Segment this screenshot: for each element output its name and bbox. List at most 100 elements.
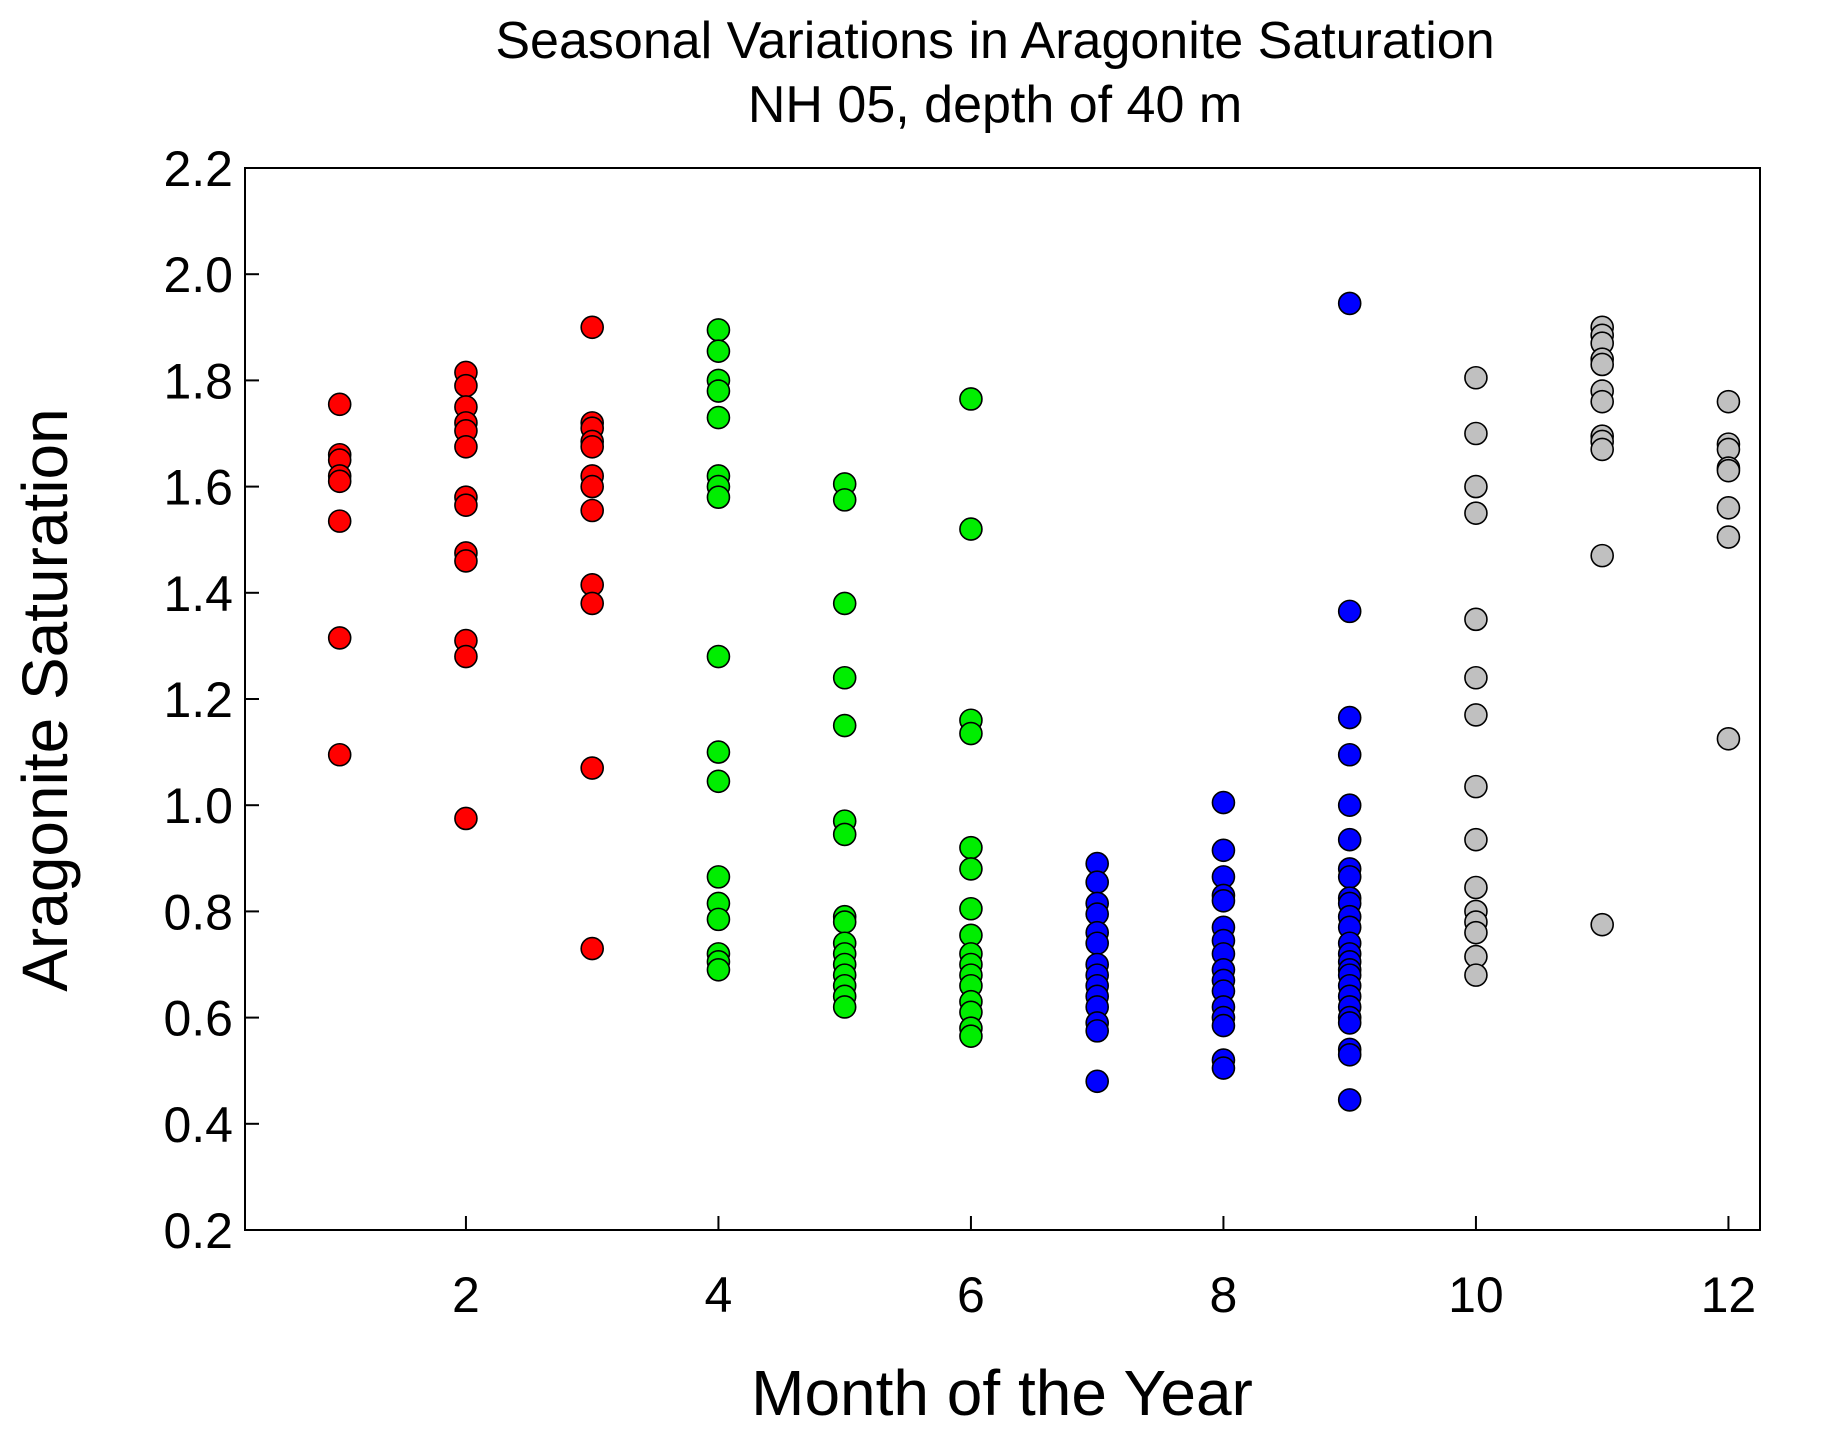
data-point	[1337, 865, 1362, 889]
y-tick-label: 0.4	[163, 1097, 233, 1153]
data-point	[706, 769, 731, 794]
data-point	[1085, 1069, 1109, 1094]
data-point	[454, 644, 478, 669]
data-point	[1716, 458, 1741, 483]
y-tick-label: 1.4	[163, 566, 233, 622]
x-axis-label: Month of the Year	[751, 1357, 1253, 1429]
x-tick-label: 10	[1448, 1267, 1504, 1323]
data-point	[454, 373, 478, 398]
chart-title: Seasonal Variations in Aragonite Saturat…	[495, 12, 1494, 70]
data-point	[1337, 599, 1362, 624]
data-point	[1464, 920, 1488, 945]
data-point	[1716, 525, 1741, 549]
data-point	[580, 474, 604, 499]
data-point	[1464, 607, 1488, 632]
data-point	[1337, 742, 1362, 767]
y-tick-label: 0.2	[163, 1203, 233, 1259]
data-point	[327, 469, 352, 494]
data-point	[454, 806, 478, 831]
data-point	[1337, 1042, 1362, 1067]
data-point	[959, 857, 983, 881]
data-point	[580, 498, 604, 523]
data-point	[1716, 389, 1741, 414]
data-point	[706, 339, 731, 363]
data-point	[1337, 1011, 1362, 1035]
data-point	[454, 434, 478, 459]
data-point	[1464, 703, 1488, 727]
data-point	[327, 509, 352, 533]
data-point	[327, 626, 352, 650]
y-tick-label: 2.2	[163, 141, 233, 197]
data-point	[580, 756, 604, 780]
data-point	[959, 517, 983, 541]
plot-frame	[244, 167, 1761, 1231]
data-point	[832, 822, 857, 847]
data-point	[832, 910, 857, 934]
data-point	[1337, 705, 1362, 730]
data-point	[706, 644, 731, 669]
y-tick-label: 1.6	[163, 460, 233, 516]
data-point	[959, 1024, 983, 1048]
x-tick-label: 8	[1210, 1267, 1238, 1323]
x-tick-label: 2	[452, 1267, 480, 1323]
data-point	[1464, 963, 1488, 987]
data-point	[706, 485, 731, 510]
x-axis: 2 4 6 8 10 12	[452, 1216, 1756, 1323]
data-point	[327, 742, 352, 767]
data-point	[1590, 352, 1614, 377]
data-point	[1464, 474, 1488, 499]
data-point	[706, 405, 731, 430]
data-point	[706, 958, 731, 982]
data-point	[1590, 437, 1614, 462]
data-point	[1464, 665, 1488, 690]
y-tick-label: 2.0	[163, 247, 233, 303]
data-point	[1464, 774, 1488, 799]
y-axis-label: Aragonite Saturation	[9, 408, 81, 992]
data-point	[1211, 1013, 1236, 1038]
data-point	[1211, 1056, 1236, 1080]
data-point	[1464, 501, 1488, 525]
data-point	[1464, 875, 1488, 900]
data-point	[454, 549, 478, 573]
data-point	[1590, 543, 1614, 568]
data-point	[454, 493, 478, 517]
data-point	[706, 379, 731, 403]
data-point	[1085, 870, 1109, 894]
data-point	[580, 315, 604, 340]
data-point	[1464, 421, 1488, 446]
y-tick-label: 1.8	[163, 353, 233, 409]
data-point	[1716, 727, 1741, 751]
data-point	[1464, 365, 1488, 390]
data-point	[959, 896, 983, 921]
data-point	[1464, 827, 1488, 852]
data-point	[1211, 838, 1236, 863]
data-points	[327, 291, 1741, 1112]
data-point	[1211, 790, 1236, 815]
data-point	[959, 721, 983, 746]
data-point	[832, 995, 857, 1019]
data-point	[1337, 1088, 1362, 1112]
data-point	[1590, 912, 1614, 937]
y-tick-label: 0.6	[163, 991, 233, 1047]
data-point	[1590, 389, 1614, 414]
data-point	[1337, 793, 1362, 818]
data-point	[327, 392, 352, 417]
data-point	[1211, 888, 1236, 913]
y-axis: 0.2 0.4 0.6 0.8 1.0 1.2 1.4 1.6 1.8 2.0 2.2	[163, 141, 259, 1259]
data-point	[832, 665, 857, 690]
y-tick-label: 1.2	[163, 672, 233, 728]
x-tick-label: 12	[1701, 1267, 1757, 1323]
data-point	[832, 713, 857, 738]
data-point	[1085, 931, 1109, 956]
data-point	[1337, 827, 1362, 852]
data-point	[1085, 1019, 1109, 1043]
y-tick-label: 1.0	[163, 778, 233, 834]
y-tick-label: 0.8	[163, 884, 233, 940]
data-point	[706, 740, 731, 764]
data-point	[832, 488, 857, 512]
data-point	[580, 434, 604, 459]
data-point	[1716, 496, 1741, 520]
x-tick-label: 6	[957, 1267, 985, 1323]
data-point	[706, 865, 731, 889]
